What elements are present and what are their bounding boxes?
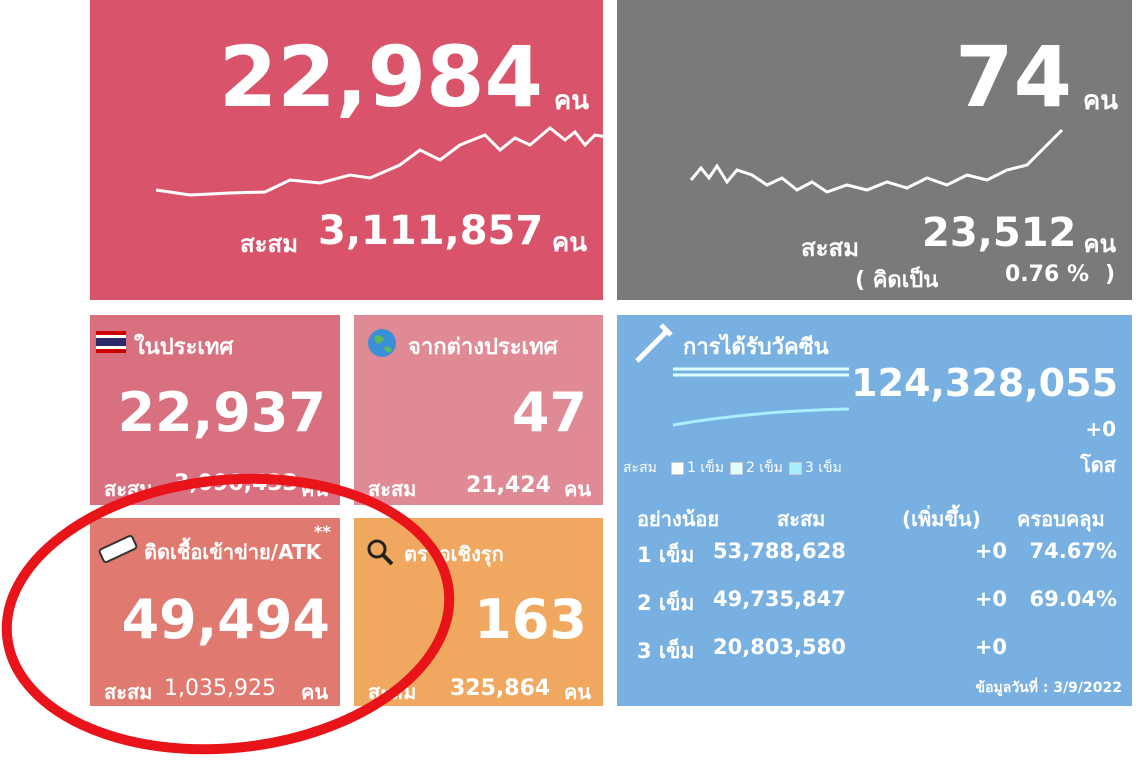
total-new: 22,984 <box>218 28 543 126</box>
flag-icon <box>96 331 126 353</box>
domestic-title: ในประเทศ <box>134 335 234 360</box>
table-cell: +0 <box>974 539 1007 563</box>
table-header: (เพิ่มขึ้น) <box>902 507 981 531</box>
atk-cumulative: 1,035,925 <box>164 676 276 701</box>
domestic-unit: คน <box>300 477 328 501</box>
deaths-trend <box>689 128 1064 194</box>
table-cell: 2 เข็ม <box>637 591 695 615</box>
legend-item: 1 เข็ม <box>671 457 724 479</box>
proactive-new: 163 <box>474 588 587 651</box>
legend-text: 2 เข็ม <box>745 460 783 476</box>
atk-title: ติดเชื้อเข้าข่าย/ATK <box>144 540 322 564</box>
proactive-title: ตรวจเชิงรุก <box>404 542 504 566</box>
abroad-card: จากต่างประเทศ 47 สะสม 21,424 คน <box>354 315 603 505</box>
atk-note: ** <box>314 522 331 541</box>
atk-cumulative-label: สะสม <box>104 680 153 704</box>
abroad-cumulative: 21,424 <box>466 473 551 498</box>
deaths-card: 74 คน สะสม 23,512 คน ( คิดเป็น 0.76 % ) <box>617 0 1132 300</box>
total-trend <box>155 126 603 197</box>
domestic-cumulative-label: สะสม <box>104 477 153 501</box>
table-cell: +0 <box>974 587 1007 611</box>
search-icon <box>367 539 394 566</box>
table-cell: 20,803,580 <box>713 635 846 659</box>
vaccine-card: การได้รับวัคซีน 124,328,055 +0 โดส สะสม … <box>617 315 1132 706</box>
legend-label: สะสม <box>623 460 657 476</box>
legend-swatch <box>671 461 684 475</box>
table-header: ครอบคลุม <box>1017 507 1105 531</box>
table-header: อย่างน้อย <box>637 507 720 531</box>
total-cumulative-unit: คน <box>551 228 587 258</box>
total-card: 22,984 คน สะสม 3,111,857 คน <box>90 0 603 300</box>
legend-text: 3 เข็ม <box>804 460 842 476</box>
deaths-new: 74 <box>955 28 1072 126</box>
legend-swatch <box>729 461 743 475</box>
total-unit: คน <box>553 86 589 116</box>
domestic-cumulative: 3,090,433 <box>174 471 298 496</box>
legend-swatch <box>788 461 802 475</box>
total-cumulative-label: สะสม <box>240 230 299 258</box>
deaths-rate-open: ( คิดเป็น <box>855 268 939 293</box>
vaccine-title: การได้รับวัคซีน <box>683 335 829 360</box>
vaccine-total: 124,328,055 <box>851 361 1118 405</box>
proactive-cumulative-label: สะสม <box>368 680 417 704</box>
table-header: สะสม <box>777 507 826 531</box>
deaths-cumulative: 23,512 <box>922 210 1077 256</box>
total-cumulative: 3,111,857 <box>318 208 544 254</box>
abroad-title: จากต่างประเทศ <box>408 335 558 360</box>
table-cell: 74.67% <box>1029 539 1117 563</box>
atk-new: 49,494 <box>121 588 330 651</box>
abroad-cumulative-label: สะสม <box>368 477 417 501</box>
vaccine-table: อย่างน้อย สะสม (เพิ่มขึ้น) ครอบคลุม 1 เข็ม 53… <box>617 503 1132 663</box>
proactive-card: ตรวจเชิงรุก 163 สะสม 325,864 คน <box>354 518 603 706</box>
atk-unit: คน <box>300 680 328 704</box>
legend-text: 1 เข็ม <box>687 460 724 476</box>
vaccine-decor <box>635 323 850 427</box>
table-cell: 69.04% <box>1029 587 1117 611</box>
abroad-unit: คน <box>563 477 591 501</box>
proactive-cumulative: 325,864 <box>450 676 551 701</box>
deaths-cumulative-unit: คน <box>1083 230 1116 258</box>
deaths-rate-close: ) <box>1105 262 1116 287</box>
legend: 1 เข็ม 2 เข็ม 3 เข็ม <box>671 457 842 479</box>
table-cell: 3 เข็ม <box>637 639 695 663</box>
domestic-card: ในประเทศ 22,937 สะสม 3,090,433 คน <box>90 315 340 505</box>
legend-item: 3 เข็ม <box>788 457 842 479</box>
atk-icon <box>98 535 138 563</box>
domestic-new: 22,937 <box>117 381 326 444</box>
table-cell: 1 เข็ม <box>637 543 695 567</box>
data-date: ข้อมูลวันที่ : 3/9/2022 <box>975 680 1122 696</box>
abroad-new: 47 <box>511 381 587 444</box>
deaths-rate: 0.76 % <box>1005 262 1089 287</box>
table-cell: 53,788,628 <box>713 539 846 563</box>
legend-item: 2 เข็ม <box>729 457 783 479</box>
vaccine-unit: โดส <box>1080 453 1116 477</box>
globe-icon <box>368 329 396 357</box>
proactive-unit: คน <box>563 680 591 704</box>
atk-card: ติดเชื้อเข้าข่าย/ATK ** 49,494 สะสม 1,03… <box>90 518 340 706</box>
table-cell: 49,735,847 <box>713 587 846 611</box>
vaccine-change: +0 <box>1085 417 1116 441</box>
deaths-unit: คน <box>1082 86 1118 116</box>
deaths-cumulative-label: สะสม <box>801 234 860 262</box>
table-cell: +0 <box>974 635 1007 659</box>
